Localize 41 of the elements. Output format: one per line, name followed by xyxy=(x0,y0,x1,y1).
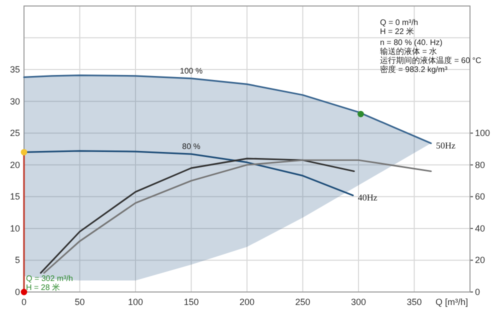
x-tick-label: 250 xyxy=(295,297,310,307)
annotation: H = 28 米 xyxy=(26,283,60,292)
line-series xyxy=(43,159,432,274)
annotation: n = 80 % (40. Hz) xyxy=(380,38,443,47)
y-tick-label: 10 xyxy=(10,223,20,234)
point xyxy=(358,110,364,118)
annotation: 50Hz xyxy=(436,140,456,150)
x-tick-label: 0 xyxy=(21,297,27,307)
y-tick-label: 5 xyxy=(14,255,20,266)
y2-tick-label: 60 xyxy=(475,192,486,202)
y2-tick-label: 20 xyxy=(475,255,486,266)
annotation: 输送的液体 = 水 xyxy=(380,47,438,56)
y-tick-label: 15 xyxy=(10,192,20,202)
line-series xyxy=(23,74,432,144)
x-tick-label: 300 xyxy=(350,297,366,307)
x-tick-label: 200 xyxy=(239,297,255,307)
annotation: 密度 = 983.2 kg/m³ xyxy=(380,65,448,74)
x-tick-label: 350 xyxy=(406,297,422,307)
annotation: Q = 0 m³/h xyxy=(380,18,418,27)
y-tick-label: 25 xyxy=(10,128,20,138)
y2-tick-label: 0 xyxy=(475,287,480,297)
line-series xyxy=(40,158,355,274)
y2-tick-label: 40 xyxy=(475,223,486,234)
annotation: H = 22 米 xyxy=(380,27,414,36)
annotation: Q = 302 m³/h xyxy=(26,274,73,283)
y-tick-label: 20 xyxy=(10,160,20,170)
annotation: 运行期间的液体温度 = 60 °C xyxy=(380,56,482,65)
y-tick-label: 30 xyxy=(10,96,20,106)
x-axis-title: Q [m³/h] xyxy=(435,297,468,307)
x-tick-label: 50 xyxy=(74,297,85,307)
x-tick-label: 100 xyxy=(128,297,144,307)
series-label: 80 % xyxy=(182,142,200,152)
y-tick-label: 35 xyxy=(10,64,20,75)
y-tick-label: 0 xyxy=(14,287,20,297)
series-label: 100 % xyxy=(180,66,203,76)
point xyxy=(20,148,28,156)
x-tick-label: 150 xyxy=(184,297,199,307)
point xyxy=(20,288,28,296)
annotation: 40Hz xyxy=(358,192,378,202)
y2-tick-label: 80 xyxy=(475,160,486,170)
y2-tick-label: 100 xyxy=(475,128,490,138)
